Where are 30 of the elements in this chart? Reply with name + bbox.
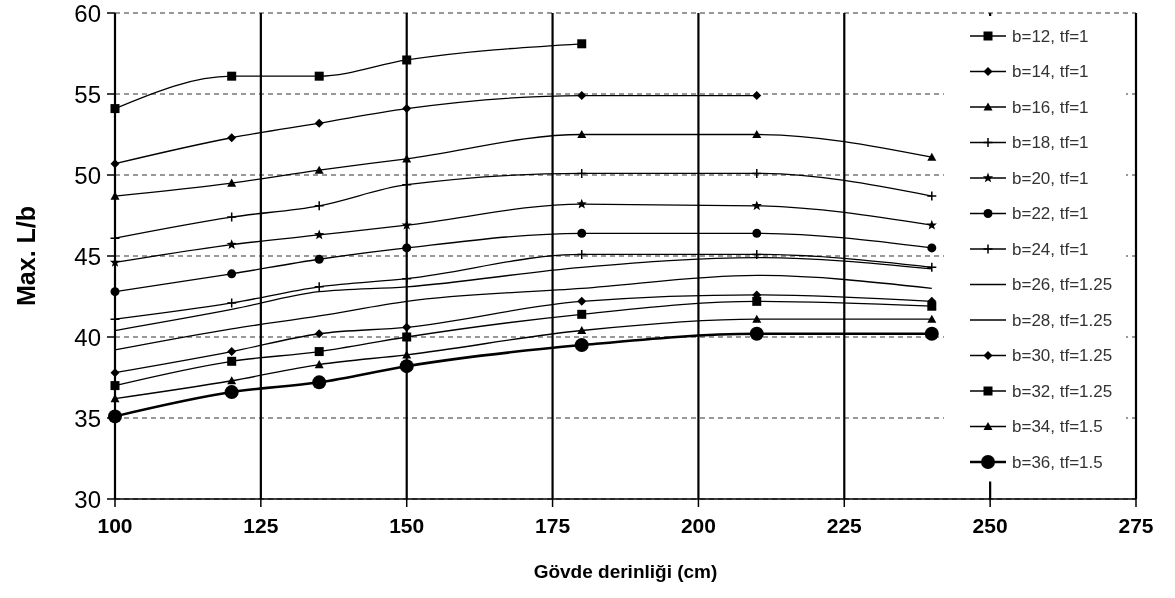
- legend-label: b=34, tf=1.5: [1012, 417, 1103, 436]
- legend-label: b=16, tf=1: [1012, 97, 1089, 117]
- x-tick-label: 175: [535, 514, 571, 537]
- y-tick-label: 35: [74, 404, 101, 432]
- legend-label: b=22, tf=1: [1012, 204, 1089, 223]
- x-tick-label: 225: [826, 514, 863, 537]
- legend-label: b=32, tf=1.25: [1012, 381, 1113, 401]
- x-tick-label: 150: [389, 514, 425, 537]
- x-tick-label: 275: [1118, 514, 1154, 537]
- x-tick-label: 100: [97, 514, 133, 537]
- x-tick-label: 200: [680, 514, 716, 537]
- y-tick-label: 55: [74, 80, 101, 108]
- y-tick-label: 50: [74, 161, 101, 189]
- y-tick-label: 45: [74, 242, 101, 270]
- x-tick-label: 125: [243, 514, 279, 537]
- legend-label: b=18, tf=1: [1012, 133, 1089, 152]
- y-tick-label: 30: [74, 485, 101, 513]
- y-tick-label: 40: [74, 323, 101, 351]
- legend-label: b=30, tf=1.25: [1012, 346, 1113, 365]
- legend-label: b=26, tf=1.25: [1012, 275, 1113, 294]
- legend-label: b=14, tf=1: [1012, 62, 1089, 81]
- y-tick-label: 60: [74, 0, 101, 27]
- legend-label: b=20, tf=1: [1012, 168, 1089, 188]
- legend-label: b=12, tf=1: [1012, 26, 1089, 46]
- legend-label: b=36, tf=1.5: [1012, 452, 1103, 472]
- x-axis-title: Gövde derinliği (cm): [533, 561, 718, 582]
- y-axis-title: Max. L/b: [12, 205, 40, 307]
- x-tick-label: 250: [972, 514, 1008, 537]
- legend-label: b=24, tf=1: [1012, 239, 1089, 259]
- legend-label: b=28, tf=1.25: [1012, 310, 1113, 330]
